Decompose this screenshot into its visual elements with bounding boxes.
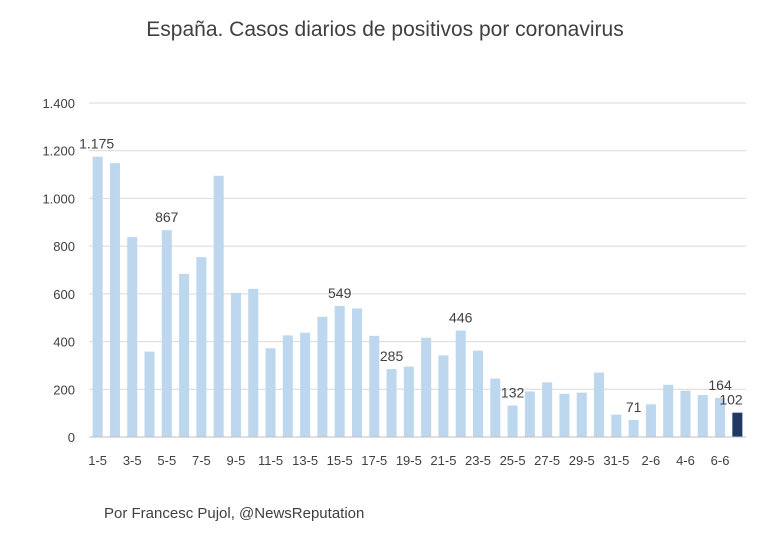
- bar: [109, 163, 120, 437]
- x-tick-label: 13-5: [292, 453, 318, 468]
- bar: [127, 237, 138, 437]
- bar: [421, 337, 432, 437]
- bar: [403, 366, 414, 437]
- bar: [472, 350, 484, 437]
- data-label: 446: [449, 310, 473, 326]
- data-label: 71: [626, 399, 642, 415]
- bar: [92, 156, 103, 437]
- bar: [663, 384, 674, 437]
- data-label: 285: [380, 348, 404, 364]
- bar: [559, 393, 570, 437]
- x-tick-label: 25-5: [500, 453, 526, 468]
- data-label: 867: [155, 209, 179, 225]
- bar: [542, 382, 553, 437]
- bar: [334, 306, 345, 437]
- bar: [732, 412, 743, 437]
- bar: [196, 257, 207, 437]
- bars: [92, 156, 743, 437]
- bar: [594, 372, 605, 437]
- x-tick-label: 11-5: [258, 453, 283, 468]
- author-credit: Por Francesc Pujol, @NewsReputation: [104, 505, 365, 522]
- y-tick-label: 200: [53, 382, 75, 397]
- bar: [680, 390, 691, 437]
- bar: [265, 348, 276, 437]
- bar: [282, 335, 293, 437]
- x-tick-label: 21-5: [430, 453, 456, 468]
- bar: [576, 392, 587, 437]
- bar: [144, 351, 155, 437]
- x-tick-label: 31-5: [603, 453, 629, 468]
- bar: [213, 175, 224, 437]
- bar: [230, 292, 241, 437]
- x-tick-label: 23-5: [465, 453, 491, 468]
- bar: [611, 414, 622, 437]
- y-tick-label: 0: [68, 430, 75, 445]
- x-tick-label: 6-6: [711, 453, 730, 468]
- bar: [179, 273, 190, 437]
- chart-title: España. Casos diarios de positivos por c…: [146, 18, 624, 41]
- y-tick-label: 1.400: [42, 96, 75, 111]
- data-label: 132: [501, 385, 525, 401]
- bar: [645, 404, 656, 437]
- data-label: 549: [328, 285, 352, 301]
- x-tick-label: 27-5: [534, 453, 560, 468]
- x-tick-label: 9-5: [227, 453, 246, 468]
- bar: [369, 335, 380, 437]
- bar: [507, 405, 518, 437]
- data-label: 102: [719, 392, 743, 408]
- x-tick-label: 5-5: [157, 453, 176, 468]
- bar: [161, 230, 172, 437]
- gridlines: [89, 102, 746, 390]
- bar: [248, 288, 259, 437]
- y-axis-ticks: 0 200 400 600 800 1.000 1.200 1.400: [42, 96, 75, 445]
- bar: [524, 391, 535, 437]
- x-tick-label: 15-5: [327, 453, 353, 468]
- bar: [317, 316, 328, 437]
- x-tick-label: 3-5: [123, 453, 142, 468]
- y-tick-label: 600: [53, 287, 75, 302]
- bar: [455, 330, 466, 437]
- x-tick-label: 1-5: [88, 453, 107, 468]
- y-tick-label: 400: [53, 335, 75, 350]
- y-tick-label: 800: [53, 239, 75, 254]
- x-tick-label: 19-5: [396, 453, 422, 468]
- bar: [715, 397, 726, 437]
- bar: [628, 420, 639, 437]
- x-tick-label: 7-5: [192, 453, 211, 468]
- bar: [351, 308, 363, 437]
- data-label: 1.175: [79, 136, 114, 152]
- bar: [490, 378, 501, 437]
- bar: [386, 369, 397, 437]
- y-tick-label: 1.200: [42, 144, 75, 159]
- y-tick-label: 1.000: [42, 191, 75, 206]
- data-label: 164: [708, 377, 732, 393]
- x-tick-label: 4-6: [676, 453, 695, 468]
- bar: [697, 395, 708, 437]
- x-axis-ticks: 1-5 3-5 5-5 7-5 9-5 11-5 13-5 15-5 17-5 19-5 21-5 2…: [88, 453, 729, 468]
- bar: [300, 332, 311, 437]
- x-tick-label: 29-5: [569, 453, 595, 468]
- x-tick-label: 2-6: [642, 453, 661, 468]
- bar: [438, 355, 449, 437]
- x-tick-label: 17-5: [361, 453, 387, 468]
